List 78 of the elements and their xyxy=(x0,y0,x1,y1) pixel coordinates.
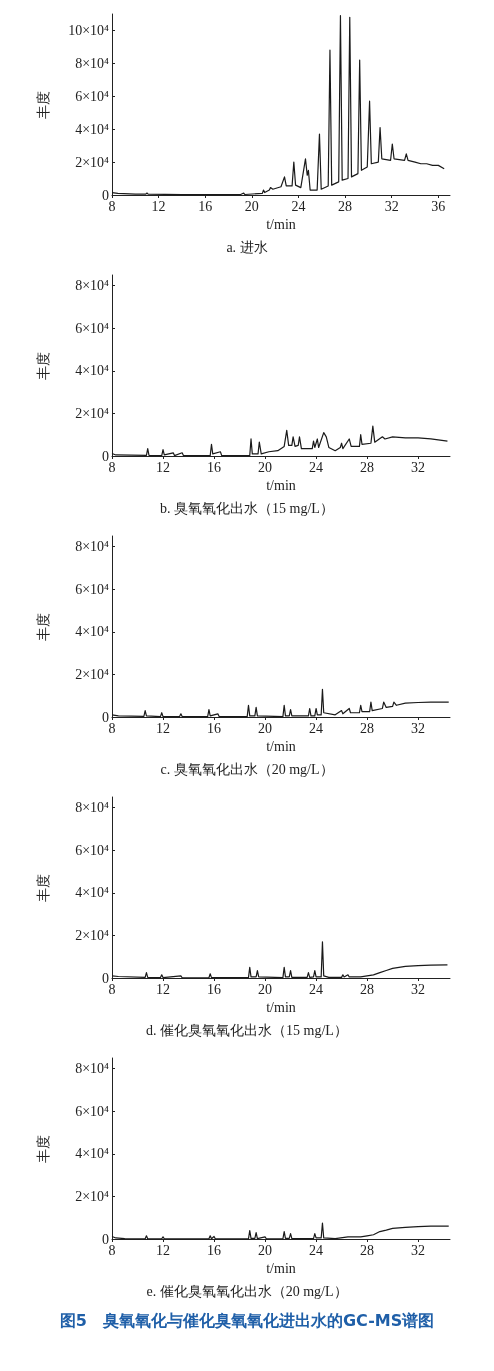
y-axis-title: 丰度 xyxy=(35,612,51,641)
x-tick-label: 20 xyxy=(258,1242,273,1258)
x-tick-label: 20 xyxy=(258,459,273,475)
y-tick-label: 8×10⁴ xyxy=(75,800,110,816)
x-tick-label: 12 xyxy=(156,459,171,475)
x-tick-label: 28 xyxy=(360,459,375,475)
y-tick-label: 2×10⁴ xyxy=(75,927,110,943)
x-tick-label: 28 xyxy=(338,198,353,214)
x-tick-label: 32 xyxy=(384,198,399,214)
y-tick-label: 6×10⁴ xyxy=(75,88,110,104)
y-tick-label: 4×10⁴ xyxy=(75,363,110,379)
y-tick-label: 8×10⁴ xyxy=(75,278,110,294)
x-tick-label: 24 xyxy=(309,720,324,736)
caption: 图5 臭氧氧化与催化臭氧氧化进出水的GC-MS谱图 xyxy=(58,1310,436,1332)
x-tick-label: 8 xyxy=(108,1242,116,1258)
x-tick-label: 12 xyxy=(151,198,166,214)
x-axis-title: t/min xyxy=(266,478,296,494)
x-tick-label: 16 xyxy=(207,1242,222,1258)
text: a. 进水 xyxy=(226,239,268,255)
y-tick-label: 2×10⁴ xyxy=(75,666,110,682)
y-axis-title: 丰度 xyxy=(35,90,51,119)
x-axis-title: t/min xyxy=(266,1261,296,1277)
y-tick-label: 2×10⁴ xyxy=(75,1188,110,1204)
text: b. 臭氧氧化出水（15 mg/L） xyxy=(160,500,334,516)
y-tick-label: 0 xyxy=(102,448,109,464)
y-tick-label: 8×10⁴ xyxy=(75,1061,110,1077)
x-tick-label: 16 xyxy=(198,198,213,214)
x-tick-label: 28 xyxy=(360,1242,375,1258)
x-tick-label: 16 xyxy=(207,459,222,475)
x-tick-label: 24 xyxy=(309,1242,324,1258)
x-tick-label: 12 xyxy=(156,1242,171,1258)
x-tick-label: 24 xyxy=(309,981,324,997)
x-tick-label: 12 xyxy=(156,981,171,997)
x-tick-label: 16 xyxy=(207,720,222,736)
y-tick-label: 4×10⁴ xyxy=(75,121,110,137)
y-tick-label: 0 xyxy=(102,709,109,725)
y-axis-title: 丰度 xyxy=(35,351,51,380)
x-tick-label: 32 xyxy=(411,1242,426,1258)
y-tick-label: 2×10⁴ xyxy=(75,154,110,170)
y-tick-label: 4×10⁴ xyxy=(75,1146,110,1162)
y-tick-label: 0 xyxy=(102,1231,109,1247)
x-tick-label: 28 xyxy=(360,981,375,997)
text: c. 臭氧氧化出水（20 mg/L） xyxy=(160,761,334,777)
x-tick-label: 32 xyxy=(411,720,426,736)
x-tick-label: 8 xyxy=(108,459,116,475)
y-tick-label: 4×10⁴ xyxy=(75,885,110,901)
x-tick-label: 8 xyxy=(108,198,116,214)
x-tick-label: 8 xyxy=(108,720,116,736)
x-tick-label: 28 xyxy=(360,720,375,736)
x-tick-label: 32 xyxy=(411,981,426,997)
y-axis-title: 丰度 xyxy=(35,873,51,902)
x-tick-label: 20 xyxy=(258,981,273,997)
x-tick-label: 24 xyxy=(309,459,324,475)
y-tick-label: 6×10⁴ xyxy=(75,1103,110,1119)
y-tick-label: 8×10⁴ xyxy=(75,55,110,71)
y-tick-label: 10×10⁴ xyxy=(68,22,110,38)
x-axis-title: t/min xyxy=(266,739,296,755)
x-tick-label: 8 xyxy=(108,981,116,997)
y-tick-label: 6×10⁴ xyxy=(75,842,110,858)
x-axis-title: t/min xyxy=(266,217,296,233)
x-tick-label: 12 xyxy=(156,720,171,736)
y-axis-title: 丰度 xyxy=(35,1134,51,1163)
x-tick-label: 32 xyxy=(411,459,426,475)
y-tick-label: 6×10⁴ xyxy=(75,320,110,336)
y-tick-label: 8×10⁴ xyxy=(75,539,110,555)
text: e. 催化臭氧氧化出水（20 mg/L） xyxy=(146,1283,348,1299)
y-tick-label: 2×10⁴ xyxy=(75,405,110,421)
y-tick-label: 6×10⁴ xyxy=(75,581,110,597)
x-tick-label: 36 xyxy=(431,198,446,214)
text: d. 催化臭氧氧化出水（15 mg/L） xyxy=(146,1022,348,1038)
y-tick-label: 0 xyxy=(102,187,109,203)
x-tick-label: 16 xyxy=(207,981,222,997)
x-tick-label: 20 xyxy=(258,720,273,736)
y-tick-label: 0 xyxy=(102,970,109,986)
x-tick-label: 24 xyxy=(291,198,306,214)
x-axis-title: t/min xyxy=(266,1000,296,1016)
y-tick-label: 4×10⁴ xyxy=(75,624,110,640)
x-tick-label: 20 xyxy=(244,198,259,214)
